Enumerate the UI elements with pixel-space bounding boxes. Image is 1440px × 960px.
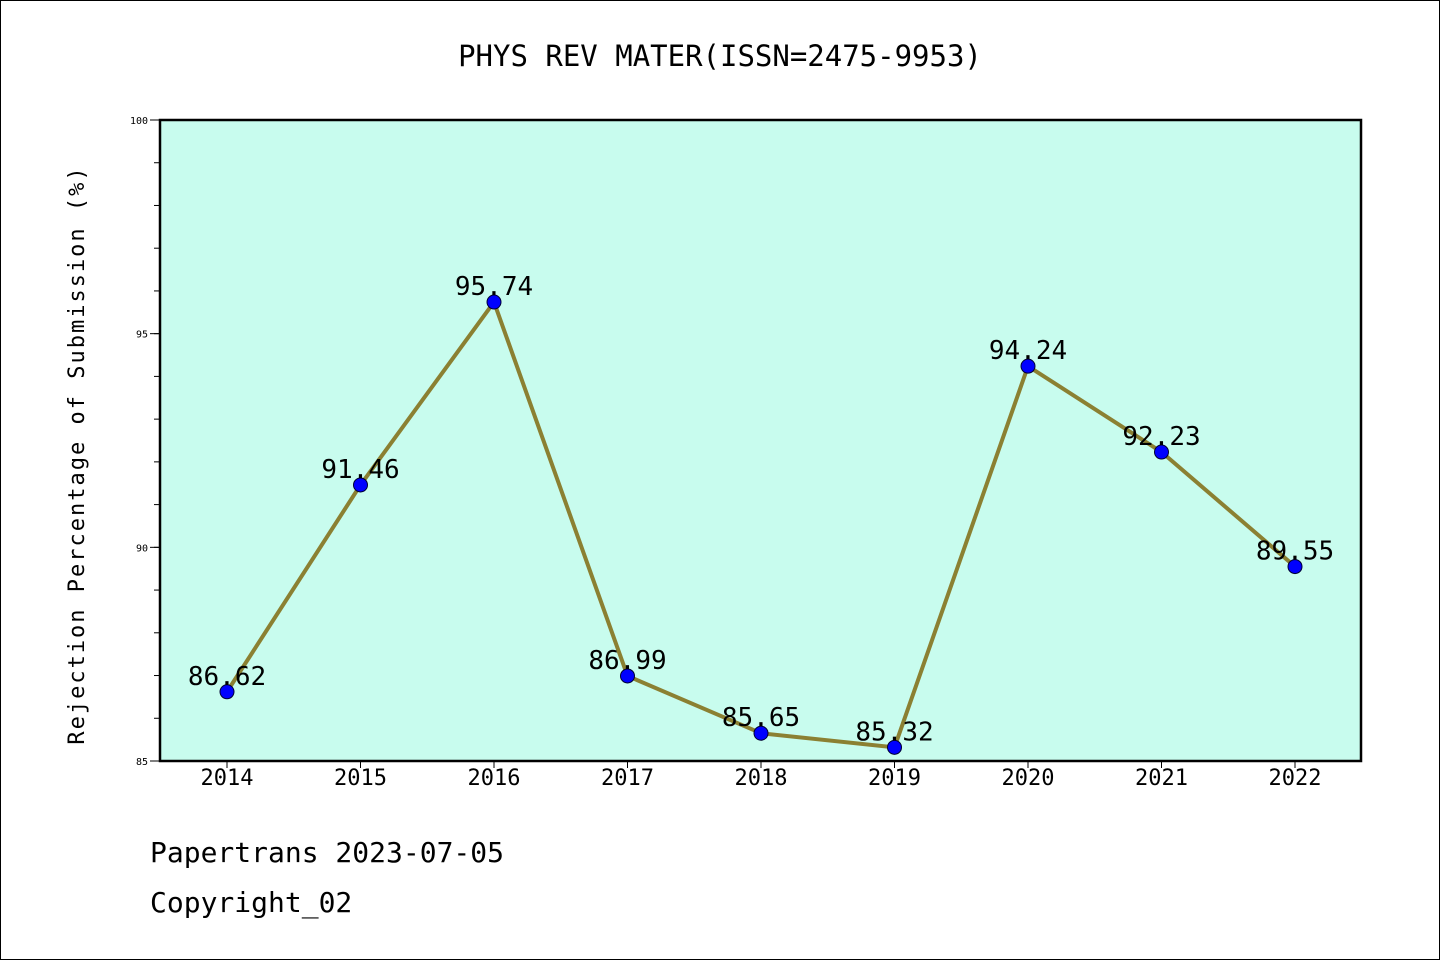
x-tick-label: 2014	[201, 766, 254, 791]
data-point	[1287, 559, 1303, 575]
data-point	[620, 668, 635, 684]
footer-copyright-line: Copyright_02	[150, 886, 353, 919]
data-label: 95.74	[455, 272, 533, 302]
data-label: 85.65	[722, 703, 800, 733]
y-tick-label: 85	[136, 757, 148, 768]
data-labels: 86.62 91.46 95.74 86.99 85.65 85.32 94.24 92.23…	[188, 272, 1334, 747]
x-tick-label: 2018	[735, 766, 788, 791]
plot-area	[158, 118, 1363, 763]
x-tick-label: 2022	[1269, 766, 1322, 791]
y-axis-label: Rejection Percentage of Submission (%)	[65, 165, 90, 744]
data-point	[753, 725, 769, 741]
x-axis-ticks: 2014 2015 2016 2017 2018 2019 2020 2021 2022	[201, 761, 1322, 791]
data-points	[219, 294, 1303, 755]
data-point	[219, 684, 235, 700]
data-label: 86.62	[188, 662, 266, 692]
y-tick-label: 95	[136, 330, 148, 341]
x-tick-label: 2016	[468, 766, 521, 791]
data-label: 91.46	[321, 455, 399, 485]
y-tick-label: 90	[136, 543, 148, 554]
data-label: 94.24	[989, 336, 1067, 366]
data-label: 85.32	[855, 717, 933, 747]
chart-title: PHYS REV MATER(ISSN=2475-9953)	[458, 39, 982, 73]
footer-date-line: Papertrans 2023-07-05	[150, 836, 505, 869]
x-tick-label: 2015	[334, 766, 387, 791]
y-tick-label: 100	[130, 116, 148, 127]
x-tick-label: 2020	[1002, 766, 1055, 791]
data-point	[486, 294, 502, 310]
x-tick-label: 2017	[601, 766, 654, 791]
data-point	[1020, 358, 1036, 374]
x-tick-label: 2019	[868, 766, 921, 791]
data-label: 89.55	[1256, 537, 1334, 567]
y-axis-ticks: 85 90 95 100	[130, 116, 160, 768]
data-point	[887, 739, 902, 755]
data-label: 86.99	[588, 646, 666, 676]
x-tick-label: 2021	[1135, 766, 1188, 791]
data-point	[353, 477, 368, 493]
data-label: 92.23	[1122, 422, 1200, 452]
data-point	[1154, 444, 1169, 460]
